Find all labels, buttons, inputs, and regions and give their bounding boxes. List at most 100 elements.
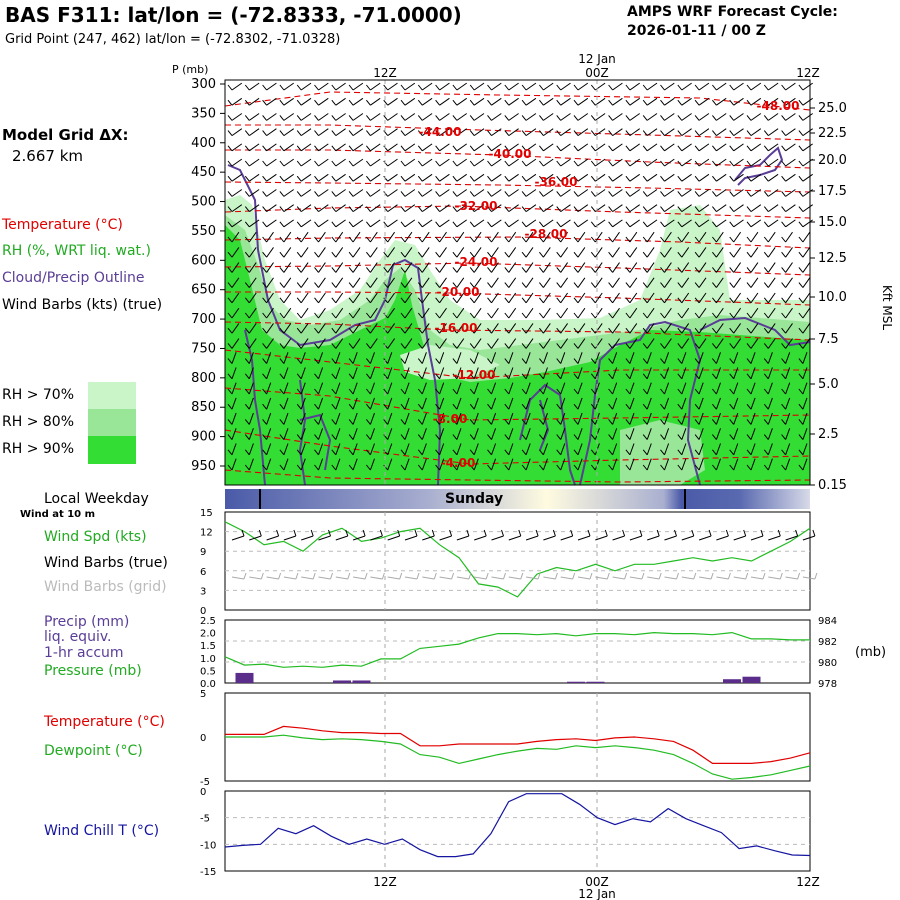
wind-barb bbox=[573, 323, 586, 334]
wind-barb bbox=[262, 128, 277, 137]
wind-barb bbox=[781, 367, 791, 380]
wind-barb bbox=[677, 173, 692, 182]
wind-barb bbox=[417, 428, 427, 440]
wind-barb bbox=[677, 97, 692, 106]
wind-barb bbox=[279, 143, 294, 152]
wind-barb bbox=[539, 113, 554, 121]
wind-barb bbox=[746, 247, 759, 258]
wind-barb bbox=[712, 231, 724, 243]
wind-barb bbox=[366, 231, 378, 243]
pressure-y-tick: 978 bbox=[818, 679, 837, 690]
legend-precip-accum: 1-hr accum bbox=[44, 645, 124, 661]
wind-barb bbox=[417, 323, 430, 334]
wind-barb bbox=[660, 397, 670, 410]
wind-barb-true bbox=[629, 529, 643, 541]
wind-barb bbox=[400, 367, 410, 380]
wind-barb bbox=[660, 428, 670, 440]
wind-barb bbox=[244, 458, 254, 471]
wind-barb bbox=[608, 382, 618, 395]
wind-barb bbox=[331, 277, 344, 288]
wind-barb bbox=[521, 82, 537, 91]
wind-barb bbox=[227, 128, 243, 137]
wind-barb bbox=[487, 231, 499, 243]
wind-barb bbox=[746, 128, 762, 137]
wind-barb bbox=[729, 397, 739, 410]
wind-barb bbox=[400, 143, 416, 152]
wind-barb bbox=[383, 262, 396, 273]
isotherm-line bbox=[224, 262, 811, 276]
wind-barb bbox=[729, 382, 739, 395]
wind-barb bbox=[366, 277, 378, 288]
wind-barb bbox=[539, 97, 554, 106]
wind-barb bbox=[435, 262, 447, 273]
wind-barb bbox=[798, 323, 811, 334]
wind-barb bbox=[366, 143, 381, 152]
wind-barb bbox=[781, 458, 791, 471]
wind-barb bbox=[435, 247, 447, 258]
wind-barb-true bbox=[802, 529, 816, 541]
wind-barb bbox=[746, 382, 756, 395]
wind-barb bbox=[487, 277, 499, 288]
wind-barb bbox=[383, 382, 393, 395]
wind-barb bbox=[694, 158, 710, 167]
wind-barb bbox=[331, 382, 341, 395]
wind-barb bbox=[539, 292, 551, 304]
wind-barb-true bbox=[422, 529, 435, 541]
wind-barb bbox=[296, 173, 312, 182]
wind-barb bbox=[573, 219, 589, 228]
wind-barb bbox=[504, 97, 519, 106]
kft-axis-label: Kft MSL bbox=[880, 285, 894, 330]
wind-barb bbox=[504, 173, 519, 182]
wind-barb bbox=[262, 307, 274, 319]
wind-barb bbox=[781, 292, 793, 304]
wind-barb bbox=[435, 323, 447, 334]
wind-barb bbox=[314, 219, 329, 228]
wind-barb bbox=[227, 352, 237, 364]
wind-barb bbox=[487, 443, 497, 456]
wind-barb bbox=[279, 204, 294, 213]
wind-barb bbox=[348, 412, 358, 425]
wind-y-tick: 6 bbox=[200, 567, 206, 578]
wind-barb bbox=[452, 338, 465, 349]
wind-barb bbox=[573, 204, 589, 213]
pressure-tick: 950 bbox=[191, 459, 216, 474]
wind-barb bbox=[227, 277, 240, 288]
wind-barb bbox=[556, 443, 566, 456]
wind-barb bbox=[452, 382, 462, 395]
wind-barb bbox=[712, 277, 724, 288]
wind-barb bbox=[279, 128, 294, 137]
wind-barb bbox=[608, 338, 620, 349]
wind-barb bbox=[729, 204, 744, 213]
wind-barb bbox=[469, 277, 482, 288]
wind-barb bbox=[366, 443, 375, 456]
wind-barb bbox=[227, 323, 240, 334]
wind-barb bbox=[694, 231, 707, 243]
wind-barb-true bbox=[525, 529, 539, 541]
wind-barb bbox=[487, 97, 502, 106]
wind-barb bbox=[642, 143, 658, 152]
wind-barb bbox=[642, 82, 658, 91]
wind-barb bbox=[279, 97, 294, 106]
time-tick-bottom-12z-2: 12Z bbox=[796, 875, 820, 889]
date-label-bottom: 12 Jan bbox=[578, 887, 616, 900]
wind-barb bbox=[262, 443, 272, 456]
legend-wind-chill: Wind Chill T (°C) bbox=[44, 823, 160, 839]
wind-barb bbox=[452, 367, 462, 380]
wind-barb bbox=[331, 428, 341, 440]
wind-barb bbox=[262, 143, 277, 152]
wind-barb bbox=[677, 352, 687, 364]
wind-barb bbox=[712, 352, 721, 364]
wind-barb bbox=[314, 307, 326, 319]
wind-barb bbox=[504, 247, 517, 258]
wind-barb bbox=[660, 82, 675, 91]
legend-temperature-sfc: Temperature (°C) bbox=[44, 714, 165, 730]
wind-barb bbox=[573, 428, 583, 440]
wind-barb bbox=[521, 143, 537, 152]
wind-barb bbox=[573, 247, 586, 258]
wind-barb bbox=[262, 231, 274, 243]
wind-barb bbox=[383, 247, 396, 258]
wind-barb bbox=[539, 352, 548, 364]
wind-barb bbox=[262, 173, 277, 182]
wind-barb bbox=[539, 323, 551, 334]
wind-barb bbox=[590, 352, 600, 364]
